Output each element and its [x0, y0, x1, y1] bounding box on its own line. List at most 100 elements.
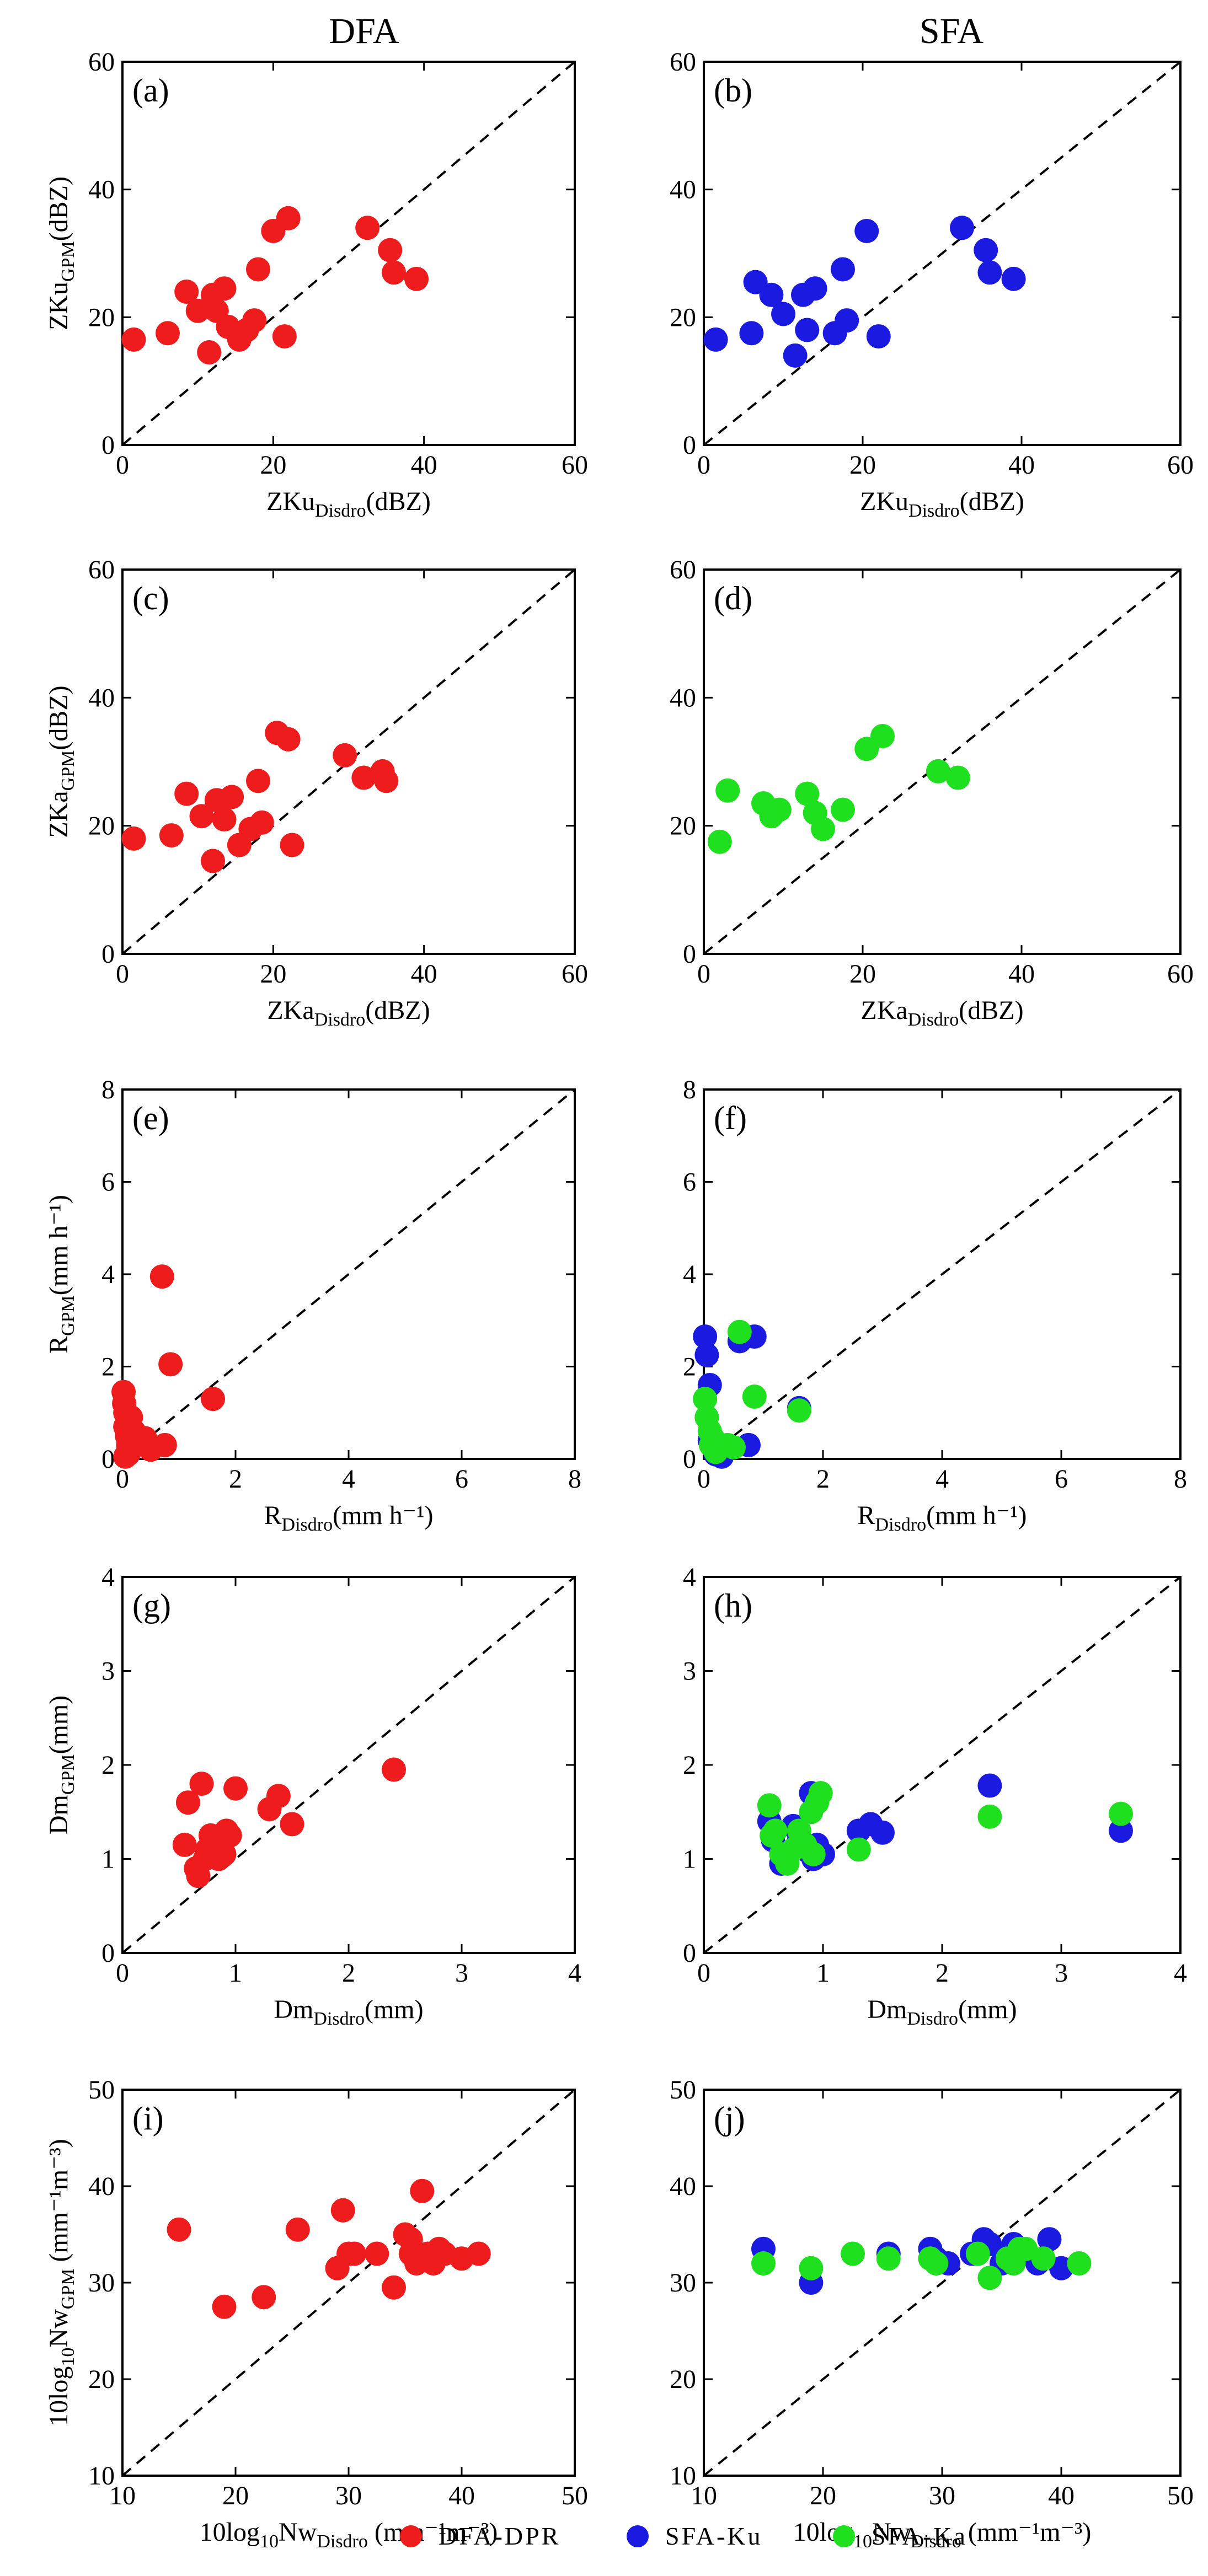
panel-c: 0 20 40 600204060(c)ZKaDisdro(dBZ)ZKaGPM(dB…: [44, 555, 588, 1030]
data-point: [703, 327, 728, 352]
data-point: [924, 2251, 949, 2276]
y-tick-label: 40: [88, 175, 115, 205]
x-axis-label: ZKuDisdro(dBZ): [860, 487, 1024, 521]
data-point: [189, 804, 214, 829]
data-point: [158, 1352, 183, 1377]
data-point: [707, 829, 732, 854]
x-axis-label-main: R: [264, 1501, 282, 1530]
data-point: [926, 759, 950, 783]
data-point: [977, 260, 1002, 285]
y-tick-label: 1: [101, 1845, 115, 1874]
x-tick-label: 4: [342, 1464, 355, 1494]
data-point: [759, 282, 784, 307]
x-tick-label: 40: [411, 450, 437, 480]
x-tick-label: 2: [936, 1958, 949, 1988]
x-tick-label: 0: [697, 959, 710, 989]
x-axis-label: ZKaDisdro(dBZ): [267, 996, 430, 1030]
x-axis-label-sub2: Disdro: [317, 2531, 368, 2552]
y-tick-label: 0: [683, 431, 696, 460]
y-axis-label-sub: 10: [58, 2348, 78, 2366]
x-axis-label-main2: Nw: [872, 2518, 911, 2547]
data-point: [808, 1781, 833, 1806]
x-axis-label: RDisdro(mm h⁻¹): [858, 1501, 1027, 1535]
data-point: [466, 2241, 491, 2266]
y-axis-label-sub: GPM: [58, 750, 78, 791]
x-tick-label: 8: [568, 1464, 581, 1494]
one-to-one-line: [703, 61, 1182, 446]
y-axis-label-main: 10log: [44, 2366, 73, 2427]
panel-f: 0 2 4 6 8 0 2 4 6 8 (f) RDisdro(mm h⁻¹): [683, 1075, 1187, 1535]
y-tick-label: 6: [101, 1168, 115, 1197]
y-tick-label: 40: [88, 2172, 115, 2201]
data-point: [1109, 1818, 1133, 1843]
panel-label: (h): [714, 1587, 752, 1624]
data-point: [715, 778, 740, 803]
y-axis-label-main: Dm: [44, 1795, 73, 1834]
panels: 0 20 40 600204060(a)ZKuDisdro(dBZ)ZKuGPM(dB…: [44, 47, 1194, 2552]
x-tick-label: 10: [691, 2481, 717, 2510]
data-point: [189, 1772, 214, 1796]
data-point: [751, 2251, 776, 2276]
y-axis-label-unit: (dBZ): [44, 685, 73, 750]
data-point: [1067, 2251, 1092, 2276]
x-tick-label: 20: [810, 2481, 836, 2510]
y-axis-label-unit: (mm⁻¹m⁻³): [44, 2139, 73, 2268]
x-axis-label-sub: Disdro: [908, 501, 960, 521]
data-point: [846, 1837, 871, 1862]
x-tick-label: 6: [1055, 1464, 1068, 1494]
data-point: [201, 1387, 225, 1412]
x-axis-label-main: 10log: [200, 2518, 260, 2547]
y-axis-label: ZKaGPM(dBZ): [44, 685, 78, 838]
y-tick-label: 0: [683, 1939, 696, 1968]
y-tick-label: 0: [683, 940, 696, 969]
column-title-sfa: SFA: [920, 11, 984, 51]
data-point: [1109, 1801, 1133, 1826]
y-tick-label: 0: [683, 1445, 696, 1474]
data-point: [220, 785, 244, 809]
y-tick-label: 60: [88, 47, 115, 77]
x-axis-label-main: ZKu: [266, 487, 315, 516]
x-tick-label: 40: [1008, 959, 1035, 989]
x-tick-label: 8: [1174, 1464, 1187, 1494]
data-point: [382, 260, 406, 285]
plot-frame: [121, 1576, 576, 1954]
x-tick-label: 20: [849, 450, 876, 480]
series-dfa-dpr: [111, 1264, 225, 1469]
plot-frame: [121, 568, 576, 955]
y-tick-label: 2: [683, 1751, 696, 1780]
data-point: [811, 817, 835, 841]
y-tick-label: 4: [101, 1260, 115, 1289]
data-point: [965, 2241, 990, 2266]
plot-frame: [121, 61, 576, 446]
x-tick-label: 40: [411, 959, 437, 989]
data-point: [116, 1442, 141, 1467]
x-axis-label-sub: Disdro: [875, 1515, 927, 1535]
data-point: [831, 797, 855, 822]
y-tick-label: 20: [670, 812, 696, 841]
x-tick-label: 0: [697, 450, 710, 480]
x-axis-label-sub: Disdro: [282, 1515, 333, 1535]
x-tick-label: 20: [849, 959, 876, 989]
data-point: [1001, 266, 1026, 291]
data-point: [1037, 2227, 1062, 2252]
data-point: [841, 2241, 865, 2266]
x-axis-label-unit: (mm⁻¹m⁻³): [961, 2518, 1091, 2547]
x-axis-label-main2: Nw: [279, 2518, 317, 2547]
data-point: [342, 2241, 367, 2266]
data-point: [763, 1818, 788, 1843]
x-axis-label-sub: 10: [260, 2531, 279, 2552]
data-point: [212, 807, 237, 832]
x-tick-label: 0: [116, 1464, 129, 1494]
y-axis-label-sub: GPM: [58, 1754, 78, 1795]
y-tick-label: 1: [683, 1845, 696, 1874]
data-point: [285, 2217, 310, 2242]
x-axis-label-main: ZKu: [860, 487, 908, 516]
data-point: [795, 781, 820, 806]
data-point: [159, 823, 184, 848]
panel-h: 0 1 2 3 4 0 1 2 3 4 (h) DmDisdro(mm): [683, 1563, 1187, 2029]
data-point: [693, 1324, 718, 1349]
x-axis-label-main: ZKa: [860, 996, 907, 1025]
data-point: [977, 1773, 1002, 1798]
